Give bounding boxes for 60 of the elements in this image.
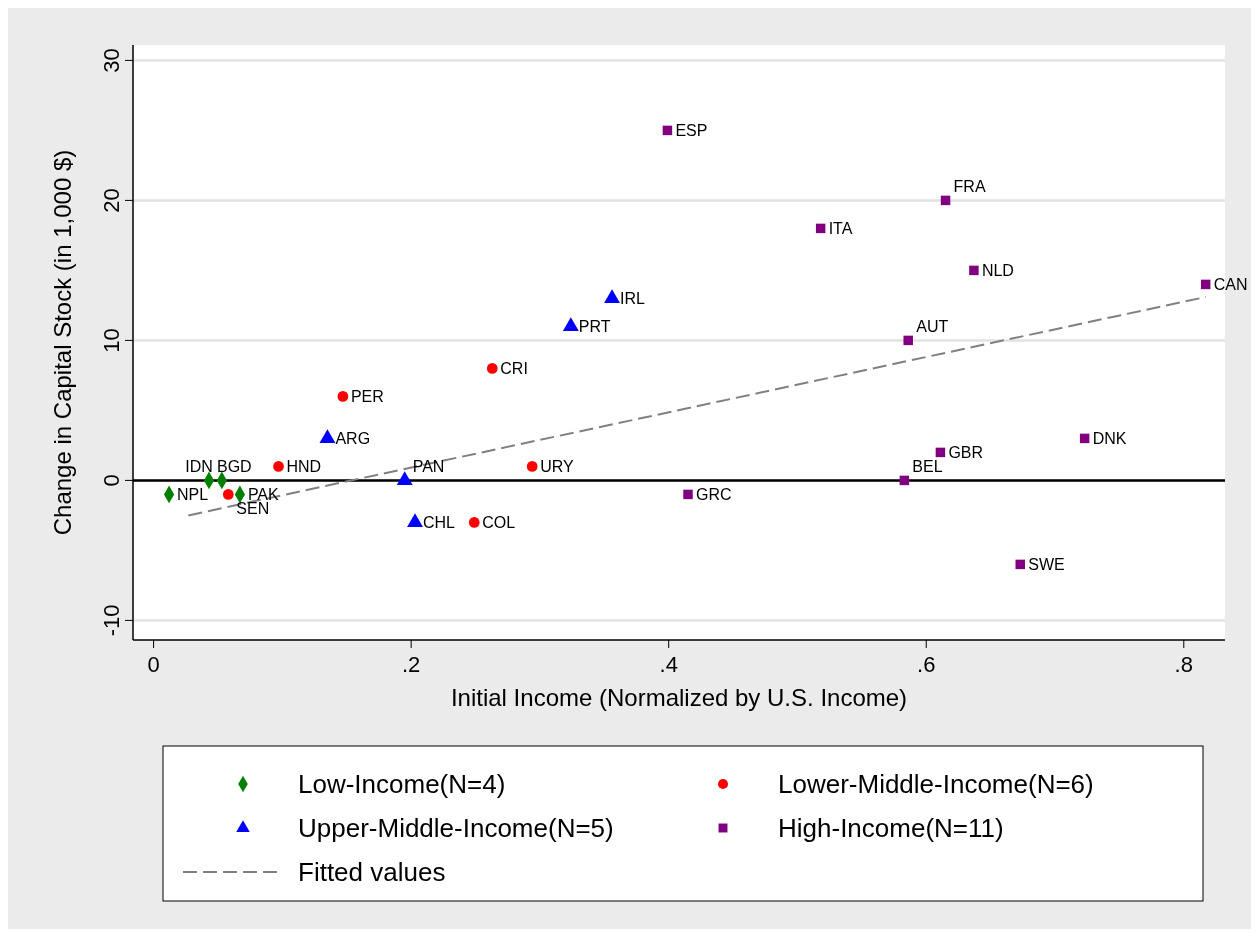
point — [222, 489, 234, 500]
point — [683, 489, 693, 500]
annotation: ITA — [828, 220, 853, 237]
legend-label: Upper-Middle-Income(N=5) — [298, 813, 614, 844]
legend-label: Lower-Middle-Income(N=6) — [778, 769, 1094, 800]
legend-label: Fitted values — [298, 857, 446, 888]
x-tick-label: .8 — [1174, 652, 1193, 677]
point — [468, 517, 480, 528]
point — [940, 195, 951, 206]
point — [903, 335, 913, 346]
annotation: NLD — [981, 262, 1014, 279]
y-tick-label: 0 — [99, 474, 124, 487]
annotation: NPL — [177, 486, 209, 503]
point — [337, 391, 349, 402]
x-tick-label: .4 — [659, 652, 678, 677]
y-axis-title: Change in Capital Stock (in 1,000 $) — [49, 149, 76, 536]
annotation: GRC — [696, 486, 732, 503]
annotation: GBR — [948, 444, 984, 461]
y-tick-label: -10 — [99, 604, 124, 637]
annotation: IDN — [185, 458, 213, 475]
legend-label: High-Income(N=11) — [778, 813, 1004, 844]
x-tick-label: .6 — [917, 652, 936, 677]
annotation: ARG — [335, 430, 371, 447]
annotation: COL — [482, 514, 516, 531]
annotation: PER — [350, 388, 384, 405]
x-tick-label: .2 — [401, 652, 421, 677]
point — [899, 475, 910, 486]
x-axis-title: Initial Income (Normalized by U.S. Income) — [450, 684, 908, 711]
point — [1079, 433, 1090, 444]
x-tick-label: 0 — [147, 652, 160, 677]
annotation: ESP — [675, 122, 708, 139]
point — [486, 363, 498, 374]
annotation: PRT — [578, 318, 611, 335]
y-tick-label: 30 — [99, 48, 124, 73]
point — [1015, 559, 1025, 570]
legend-label: Low-Income(N=4) — [298, 769, 506, 800]
annotation: FRA — [953, 178, 986, 195]
point — [1200, 279, 1211, 290]
annotation: AUT — [916, 318, 949, 335]
annotation: DNK — [1092, 430, 1127, 447]
point — [815, 223, 826, 234]
y-tick-label: 20 — [99, 188, 124, 213]
point — [526, 461, 538, 472]
annotation: SWE — [1028, 556, 1065, 573]
annotation: HND — [286, 458, 322, 475]
annotation: IRL — [620, 290, 646, 307]
point — [273, 461, 284, 472]
y-tick-label: 10 — [99, 328, 124, 353]
annotation: SEN — [236, 500, 270, 517]
point — [662, 125, 673, 136]
annotation: BEL — [912, 458, 943, 475]
annotation: CRI — [500, 360, 528, 377]
point — [935, 447, 946, 458]
annotation: PAK — [247, 486, 280, 503]
annotation: CAN — [1213, 276, 1248, 293]
annotation: BGD — [216, 458, 252, 475]
annotation: PAN — [412, 458, 445, 475]
annotation: CHL — [423, 514, 456, 531]
point — [969, 265, 979, 276]
annotation: URY — [540, 458, 575, 475]
